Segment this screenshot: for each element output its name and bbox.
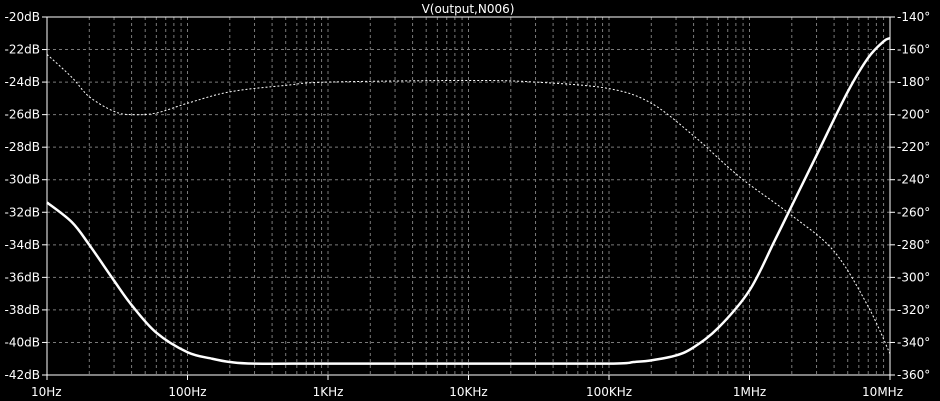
y-left-tick-label: -34dB (5, 238, 40, 252)
y-right-tick-label: -140° (897, 10, 930, 24)
x-tick-labels: 10Hz 100Hz 1KHz 10KHz 100KHz 1MHz 10MHz (31, 375, 903, 399)
y-left-tick-label: -24dB (5, 75, 40, 89)
y-left-tick-labels: -20dB -22dB -24dB -26dB -28dB -30dB -32dB -34dB… (5, 10, 47, 382)
y-right-tick-label: -300° (897, 270, 930, 284)
y-left-tick-label: -20dB (5, 10, 40, 24)
y-right-tick-label: -360° (897, 368, 930, 382)
y-right-tick-label: -320° (897, 303, 930, 317)
y-left-tick-label: -40dB (5, 335, 40, 349)
x-tick-label: 100Hz (168, 385, 206, 399)
y-right-tick-label: -240° (897, 173, 930, 187)
x-tick-label: 1MHz (733, 385, 766, 399)
x-tick-label: 10Hz (31, 385, 62, 399)
y-right-tick-labels: -140° -160° -180° -200° -220° -240° -260° -280°… (890, 10, 930, 382)
y-right-tick-label: -160° (897, 43, 930, 57)
x-tick-label: 100KHz (586, 385, 632, 399)
y-left-tick-label: -38dB (5, 303, 40, 317)
x-tick-label: 10KHz (449, 385, 487, 399)
magnitude-curve (46, 36, 891, 365)
y-right-tick-label: -180° (897, 75, 930, 89)
y-right-tick-label: -200° (897, 108, 930, 122)
y-right-tick-label: -220° (897, 140, 930, 154)
series-layer (46, 36, 891, 365)
x-tick-label: 1KHz (313, 385, 344, 399)
y-left-tick-label: -26dB (5, 108, 40, 122)
y-left-tick-label: -22dB (5, 43, 40, 57)
x-tick-label: 10MHz (862, 385, 903, 399)
y-left-tick-label: -42dB (5, 368, 40, 382)
y-left-tick-label: -28dB (5, 140, 40, 154)
y-right-tick-label: -340° (897, 335, 930, 349)
y-left-tick-label: -36dB (5, 270, 40, 284)
chart-title: V(output,N006) (422, 2, 515, 16)
y-left-tick-label: -30dB (5, 173, 40, 187)
y-right-tick-label: -260° (897, 205, 930, 219)
phase-curve (46, 54, 891, 355)
y-right-tick-label: -280° (897, 238, 930, 252)
y-left-tick-label: -32dB (5, 205, 40, 219)
grid (47, 17, 890, 375)
